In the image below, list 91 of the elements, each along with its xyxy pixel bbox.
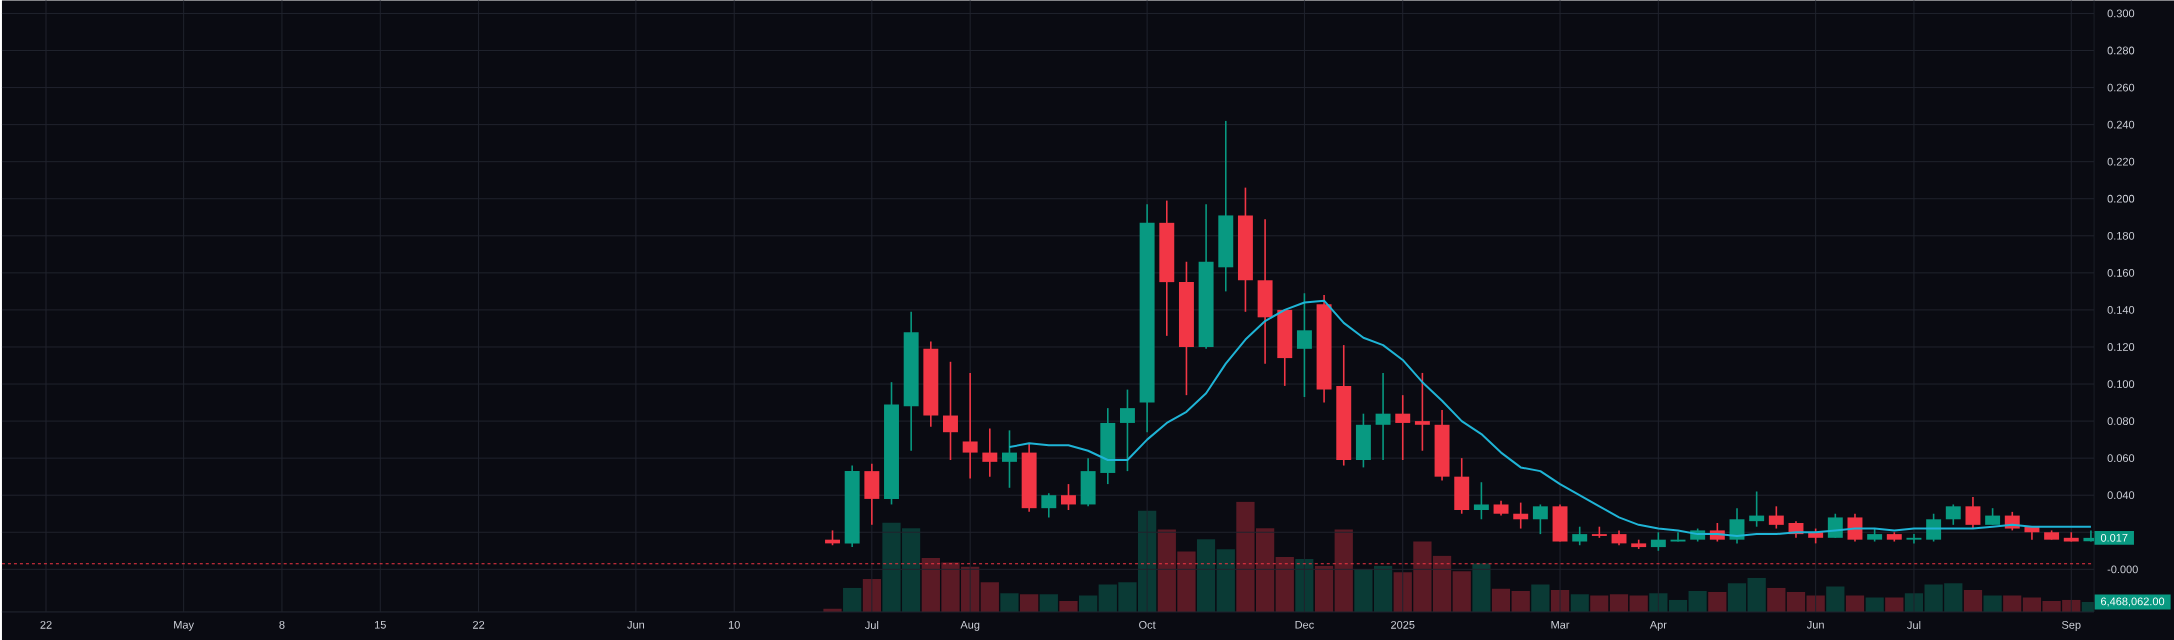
y-tick-label: 0.080 [2107,417,2135,426]
y-tick-label: 0.220 [2107,157,2135,166]
bar [1196,539,1216,612]
bar [1806,595,1825,612]
candlestick [982,427,998,478]
y-tick-label: 0.200 [2107,194,2135,203]
x-tick-label: 2025 [1391,621,1415,629]
x-tick-label: Aug [960,621,980,631]
x-tick-label: Jul [864,621,879,630]
bar [2003,595,2022,612]
bar [1708,592,1727,612]
y-tick-label: 0.160 [2107,269,2135,277]
bar [1216,549,1235,612]
bar [980,582,999,612]
bar [843,587,862,612]
candlestick [943,361,958,461]
candlestick [1965,496,1981,530]
text: 6,468,062.00 [2101,597,2165,607]
y-tick-label: 0.120 [2107,343,2135,351]
x-tick-label: Mar [1551,621,1570,629]
y-tick-label: 0.260 [2107,83,2135,92]
bar [1511,591,1530,612]
bar [1963,589,1983,612]
x-tick-label: Apr [1649,621,1667,631]
candlestick [1060,483,1076,511]
candlestick [1572,525,1588,547]
bar [1491,588,1511,612]
bar [1452,571,1471,612]
x-tick-label: Dec [1295,621,1314,629]
x-tick-label: Jul [1907,621,1921,630]
candlestick [1414,372,1430,452]
x-tick-label: 15 [375,621,386,629]
bar [1826,586,1845,612]
candlestick [1532,503,1548,535]
candlestick [1670,531,1686,543]
candlestick [1749,490,1765,528]
y-tick-label: 0.240 [2107,120,2135,129]
x-tick-label: 22 [40,621,52,629]
x-tick-label: Sep [2061,621,2081,631]
x-tick-label: 22 [473,621,485,629]
bar [1039,594,1058,612]
candlestick [1768,505,1784,530]
y-tick-label: 0.300 [2107,9,2135,18]
candlestick [1296,292,1312,398]
y-tick-label: -0.000 [2107,565,2138,574]
candlestick [1119,388,1135,472]
candlestick [1513,501,1529,530]
y-tick-label: 0.060 [2107,454,2135,463]
bar [1570,594,1589,612]
candlestick [1041,492,1057,519]
bar [862,578,881,612]
bar [1747,577,1766,612]
candlestick [1473,481,1489,521]
bar [1472,563,1491,612]
bar [1609,594,1629,612]
bar [1019,594,1039,612]
x-tick-label: 10 [728,621,740,629]
candlestick [962,372,978,480]
candlestick [1827,512,1843,539]
bar [1314,565,1334,612]
bar [1078,595,1098,612]
candlestick [1945,503,1961,526]
y-tick-label: 0.140 [2107,306,2135,314]
candlestick [1375,372,1391,461]
y-tick-label: 0.100 [2107,380,2135,388]
bar [1983,595,2002,612]
x-tick-label: May [174,621,195,631]
x-tick-label: Jun [627,621,645,629]
bar [1668,599,1688,612]
bar [1786,592,1806,612]
candlestick [1906,533,1922,545]
bar [1727,583,1747,612]
x-tick-label: Oct [1139,621,1156,629]
bar [1334,529,1353,612]
candlestick [1395,394,1411,461]
bar [1531,584,1550,612]
x-tick-label: 8 [279,621,285,629]
bar [1275,556,1294,612]
candlestick [1002,429,1017,489]
bar [1000,593,1019,612]
candlestick [1926,512,1942,543]
candlestick [1650,531,1666,552]
y-tick-label: 0.280 [2107,46,2135,55]
bar [1590,595,1609,612]
bar [1059,600,1078,612]
y-tick-label: 0.040 [2107,491,2135,500]
annotation: 0.017 [2100,533,2128,542]
x-tick-label: Jun [1806,621,1824,629]
bar [1629,595,1648,612]
bar [1845,595,1865,612]
y-tick-label: 0.180 [2107,231,2135,240]
